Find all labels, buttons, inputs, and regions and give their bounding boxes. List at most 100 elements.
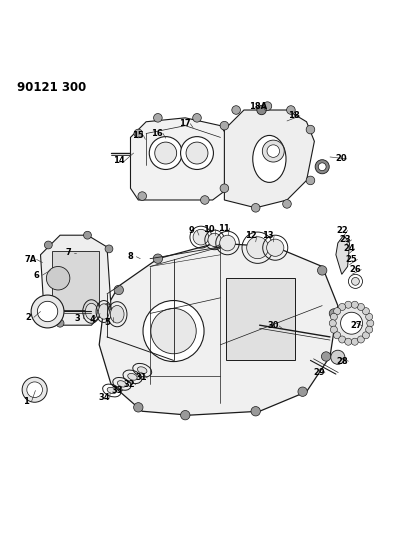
- Circle shape: [247, 237, 269, 259]
- Circle shape: [357, 303, 364, 311]
- Circle shape: [267, 145, 280, 157]
- Text: 9: 9: [188, 226, 194, 235]
- Circle shape: [105, 245, 113, 253]
- Circle shape: [84, 231, 91, 239]
- Circle shape: [362, 332, 370, 339]
- Circle shape: [134, 129, 143, 138]
- Text: 30: 30: [268, 321, 279, 330]
- Polygon shape: [99, 243, 338, 415]
- Circle shape: [154, 114, 162, 122]
- Circle shape: [45, 241, 52, 249]
- Text: 2: 2: [25, 313, 31, 322]
- Text: 18: 18: [288, 111, 300, 120]
- Text: 90121 300: 90121 300: [17, 80, 86, 94]
- Text: 33: 33: [111, 386, 123, 395]
- Text: 11: 11: [218, 224, 229, 233]
- Circle shape: [27, 382, 43, 398]
- Text: 12: 12: [245, 231, 257, 240]
- Circle shape: [362, 308, 370, 314]
- Circle shape: [151, 309, 196, 354]
- Text: 8: 8: [128, 252, 133, 261]
- Circle shape: [232, 106, 240, 114]
- Circle shape: [193, 114, 201, 122]
- Text: 1: 1: [23, 397, 29, 406]
- Bar: [52, 251, 99, 310]
- Text: 6: 6: [33, 271, 39, 280]
- Circle shape: [263, 102, 272, 110]
- Ellipse shape: [117, 381, 126, 387]
- Circle shape: [271, 242, 280, 252]
- Circle shape: [306, 125, 315, 134]
- Circle shape: [366, 326, 373, 333]
- Circle shape: [286, 106, 295, 114]
- Circle shape: [322, 352, 331, 361]
- Text: 4: 4: [89, 315, 95, 324]
- Polygon shape: [39, 305, 58, 318]
- Circle shape: [340, 312, 362, 334]
- Circle shape: [251, 204, 260, 212]
- Circle shape: [367, 320, 374, 327]
- Text: 23: 23: [340, 236, 351, 245]
- Circle shape: [22, 377, 47, 402]
- Polygon shape: [336, 235, 349, 274]
- Ellipse shape: [128, 374, 137, 380]
- Text: 28: 28: [337, 357, 348, 366]
- Ellipse shape: [138, 367, 147, 374]
- Bar: [226, 278, 295, 360]
- Circle shape: [351, 338, 358, 345]
- Text: 25: 25: [346, 255, 357, 264]
- Circle shape: [180, 410, 190, 420]
- Circle shape: [153, 254, 163, 263]
- Circle shape: [357, 336, 364, 343]
- Polygon shape: [225, 110, 314, 208]
- Circle shape: [220, 184, 229, 192]
- Ellipse shape: [85, 303, 97, 320]
- Circle shape: [338, 303, 346, 311]
- Polygon shape: [130, 118, 228, 200]
- Circle shape: [220, 122, 229, 130]
- Circle shape: [334, 308, 341, 314]
- Circle shape: [138, 192, 147, 200]
- Circle shape: [330, 313, 337, 320]
- Text: 32: 32: [124, 380, 136, 389]
- Circle shape: [31, 295, 64, 328]
- Circle shape: [331, 350, 345, 365]
- Circle shape: [338, 336, 346, 343]
- Circle shape: [186, 142, 208, 164]
- Circle shape: [193, 229, 209, 245]
- Text: 14: 14: [113, 156, 125, 165]
- Circle shape: [306, 176, 315, 185]
- Text: 24: 24: [343, 245, 355, 253]
- Ellipse shape: [98, 304, 110, 319]
- Ellipse shape: [107, 387, 116, 394]
- Text: 17: 17: [178, 119, 190, 128]
- Circle shape: [220, 235, 235, 251]
- Text: 3: 3: [75, 314, 80, 323]
- Circle shape: [103, 304, 111, 311]
- Circle shape: [282, 199, 291, 208]
- Ellipse shape: [110, 305, 124, 323]
- Circle shape: [351, 301, 358, 308]
- Text: 26: 26: [349, 265, 361, 274]
- Circle shape: [329, 320, 336, 327]
- Circle shape: [333, 304, 370, 342]
- Circle shape: [315, 160, 329, 174]
- Circle shape: [351, 278, 359, 285]
- Text: 18A: 18A: [249, 102, 267, 111]
- Text: 31: 31: [136, 374, 147, 383]
- Circle shape: [334, 332, 341, 339]
- Text: 15: 15: [132, 131, 143, 140]
- Circle shape: [257, 106, 266, 115]
- Circle shape: [318, 266, 327, 275]
- Text: 5: 5: [104, 318, 110, 327]
- Text: 27: 27: [351, 321, 362, 330]
- Circle shape: [329, 309, 338, 318]
- Text: 16: 16: [151, 129, 163, 138]
- Circle shape: [251, 407, 260, 416]
- Circle shape: [318, 163, 326, 171]
- Text: 7: 7: [65, 248, 71, 257]
- Circle shape: [267, 239, 284, 256]
- Circle shape: [208, 233, 221, 247]
- Circle shape: [212, 238, 221, 248]
- Text: 13: 13: [262, 231, 274, 240]
